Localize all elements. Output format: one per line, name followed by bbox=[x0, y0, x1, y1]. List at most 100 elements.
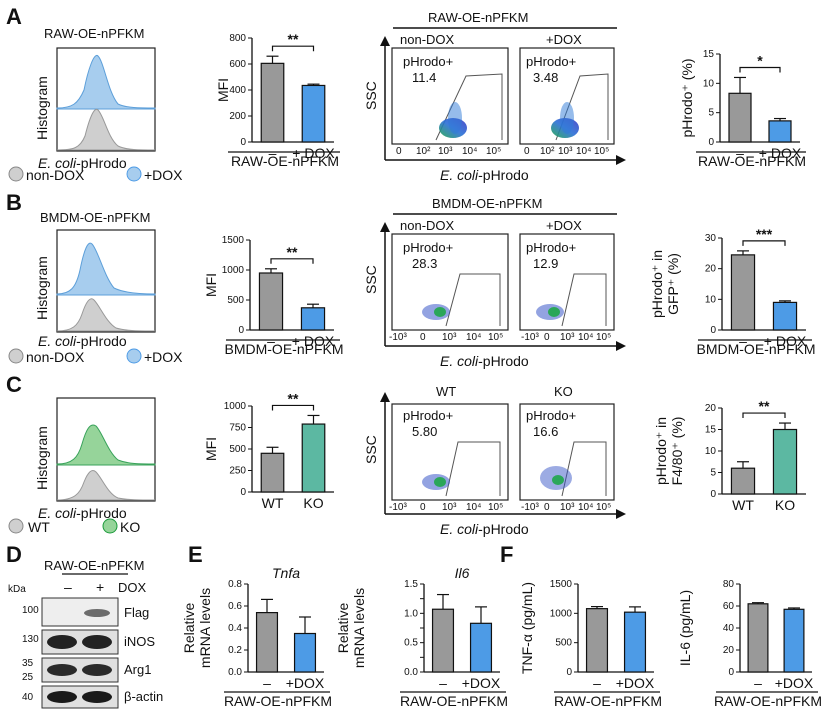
chart-c-phrodo: 0 5 10 15 20 pHrodo⁺ inF4/80⁺ (%) WT KO ** bbox=[653, 398, 806, 513]
flow-xlabel-b: E. coli-pHrodo bbox=[440, 353, 529, 369]
group-label: RAW-OE-nPFKM bbox=[400, 693, 508, 709]
y-tick-label: 1.5 bbox=[404, 579, 418, 590]
legend-nondox-a: non-DOX bbox=[26, 167, 85, 183]
svg-text:0: 0 bbox=[544, 502, 550, 513]
chart-f-tnf: 0 500 1000 1500 TNF-α (pg/mL) – +DOX RAW-OE-nPF… bbox=[519, 579, 662, 709]
x-tick-label: KO bbox=[775, 497, 795, 513]
y-axis-label: IL-6 (pg/mL) bbox=[677, 590, 693, 666]
x-tick-label: – bbox=[269, 145, 277, 161]
y-tick-label: 0.4 bbox=[228, 623, 242, 634]
y-tick-label: 20 bbox=[705, 403, 717, 414]
y-tick-label: 750 bbox=[229, 423, 246, 434]
bar bbox=[293, 632, 317, 673]
gate-value-a1: 11.4 bbox=[412, 70, 436, 85]
chart-e-il6: 0.0 0.5 1.0 1.5 RelativemRNA levels Il6 – +DOX R… bbox=[335, 565, 508, 709]
y-tick-label: 0 bbox=[710, 325, 716, 336]
flow-ylabel-c: SSC bbox=[363, 435, 379, 464]
bar bbox=[260, 452, 285, 493]
dox-label: DOX bbox=[118, 580, 147, 595]
y-tick-label: 200 bbox=[229, 111, 246, 122]
x-tick-label: + DOX bbox=[764, 333, 807, 349]
y-axis-label: MFI bbox=[215, 78, 231, 102]
marker-100: 100 bbox=[22, 605, 39, 616]
chart-a-phrodo: 0 5 10 15 pHrodo⁺ (%) – + DOX * RAW-OE-nPFKM bbox=[679, 49, 806, 169]
y-axis-label: RelativemRNA levels bbox=[181, 588, 213, 668]
group-label: RAW-OE-nPFKM bbox=[554, 693, 662, 709]
y-axis-label: TNF-α (pg/mL) bbox=[519, 582, 535, 674]
bar bbox=[255, 611, 279, 673]
panel-label-d: D bbox=[6, 542, 22, 567]
hist-xlabel-b: E. coli-pHrodo bbox=[38, 333, 127, 349]
panel-label-f: F bbox=[500, 542, 513, 567]
bar bbox=[772, 428, 798, 495]
y-tick-label: 60 bbox=[723, 601, 735, 612]
y-tick-label: 40 bbox=[723, 623, 735, 634]
svg-text:0: 0 bbox=[524, 146, 530, 157]
chart-c-mfi: 0 250 500 750 1000 MFI WT KO ** bbox=[203, 390, 334, 511]
svg-text:10²: 10² bbox=[540, 146, 555, 157]
histogram-c: Histogram E. coli-pHrodo WT KO bbox=[8, 397, 156, 535]
x-tick-label: +DOX bbox=[286, 675, 325, 691]
group-label: BMDM-OE-nPFKM bbox=[225, 341, 344, 357]
flow-cond-a1: non-DOX bbox=[400, 32, 455, 47]
y-tick-label: 0 bbox=[566, 667, 572, 678]
gate-label-a1: pHrodo+ bbox=[403, 54, 453, 69]
flow-a: RAW-OE-nPFKM non-DOX +DOX pHrodo+ 11.4 p… bbox=[363, 10, 626, 183]
flow-cond-b1: non-DOX bbox=[400, 218, 455, 233]
flow-cond-a2: +DOX bbox=[546, 32, 582, 47]
svg-text:10³: 10³ bbox=[560, 502, 575, 513]
y-axis-label: pHrodo⁺ inGFP⁺ (%) bbox=[649, 250, 681, 318]
x-tick-label: +DOX bbox=[616, 675, 655, 691]
y-tick-label: 15 bbox=[705, 425, 717, 436]
svg-text:10⁵: 10⁵ bbox=[488, 332, 503, 343]
legend-wt-c: WT bbox=[28, 519, 50, 535]
svg-text:10⁴: 10⁴ bbox=[466, 332, 481, 343]
gate-value-c1: 5.80 bbox=[412, 424, 437, 439]
significance-label: * bbox=[757, 52, 763, 68]
x-tick-label: WT bbox=[732, 497, 754, 513]
x-tick-label: – bbox=[754, 675, 762, 691]
y-tick-label: 500 bbox=[227, 295, 244, 306]
x-tick-label: +DOX bbox=[775, 675, 814, 691]
x-tick-label: KO bbox=[303, 495, 323, 511]
chart-title: Tnfa bbox=[272, 565, 300, 581]
marker-35: 35 bbox=[22, 658, 34, 669]
bar bbox=[728, 92, 752, 143]
gate-value-b2: 12.9 bbox=[533, 256, 558, 271]
flow-ylabel-a: SSC bbox=[363, 81, 379, 110]
bar bbox=[301, 84, 326, 143]
group-label: RAW-OE-nPFKM bbox=[231, 153, 339, 169]
y-tick-label: 0.2 bbox=[228, 645, 242, 656]
y-tick-label: 20 bbox=[705, 264, 717, 275]
legend-ko-c: KO bbox=[120, 519, 140, 535]
svg-text:10⁵: 10⁵ bbox=[594, 146, 609, 157]
svg-text:0: 0 bbox=[544, 332, 550, 343]
flow-cond-c2: KO bbox=[554, 384, 573, 399]
gate-value-a2: 3.48 bbox=[533, 70, 558, 85]
significance-bracket bbox=[271, 45, 315, 52]
gate-value-b1: 28.3 bbox=[412, 256, 437, 271]
chart-title: Il6 bbox=[455, 565, 470, 581]
group-label: RAW-OE-nPFKM bbox=[714, 693, 822, 709]
y-tick-label: 0 bbox=[710, 489, 716, 500]
svg-text:-10³: -10³ bbox=[389, 502, 407, 513]
flow-c: WT KO pHrodo+ 5.80 pHrodo+ 16.6 SSC -10³… bbox=[363, 384, 626, 537]
x-tick-label: – bbox=[739, 333, 747, 349]
x-tick-label: – bbox=[267, 333, 275, 349]
bar bbox=[730, 254, 756, 331]
svg-text:10⁵: 10⁵ bbox=[486, 146, 501, 157]
band-arg1: Arg1 bbox=[124, 662, 151, 677]
flow-xlabel-c: E. coli-pHrodo bbox=[440, 521, 529, 537]
significance-bracket bbox=[270, 258, 314, 264]
hist-xlabel-a: E. coli-pHrodo bbox=[38, 155, 127, 171]
flow-cond-b2: +DOX bbox=[546, 218, 582, 233]
y-tick-label: 0 bbox=[238, 325, 244, 336]
y-tick-label: 500 bbox=[555, 638, 572, 649]
bar bbox=[747, 603, 769, 673]
bar bbox=[730, 467, 756, 495]
histogram-b: Histogram E. coli-pHrodo non-DOX +DOX bbox=[8, 229, 183, 365]
chart-a-mfi: 0 200 400 600 800 MFI – + DOX ** RAW-OE-nPFKM bbox=[215, 31, 340, 169]
panel-label-b: B bbox=[6, 190, 22, 215]
bar bbox=[783, 608, 805, 673]
bar bbox=[469, 622, 493, 673]
